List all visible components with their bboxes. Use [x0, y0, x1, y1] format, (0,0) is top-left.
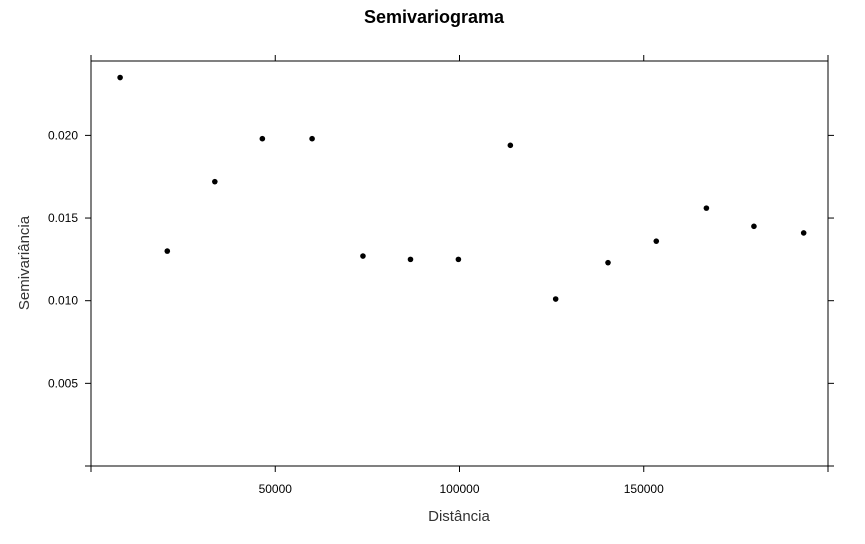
x-axis-label: Distância [428, 508, 490, 525]
x-tick-label: 150000 [624, 482, 664, 496]
y-axis: 0.005 0.010 0.015 0.020 [48, 128, 834, 467]
data-point [117, 74, 123, 81]
data-point [800, 230, 807, 236]
y-tick-label: 0.015 [48, 211, 78, 225]
data-point [507, 142, 514, 149]
y-axis-label: Semivariância [16, 215, 33, 310]
data-point [164, 248, 171, 254]
data-point [605, 259, 611, 266]
y-tick-label: 0.020 [48, 128, 78, 142]
data-points [117, 74, 807, 302]
data-point [360, 253, 366, 259]
data-point [407, 256, 414, 263]
data-point [212, 178, 218, 185]
data-point [653, 238, 660, 244]
x-tick-label: 100000 [439, 482, 479, 496]
data-point [703, 205, 710, 211]
data-point [455, 256, 462, 263]
y-tick-label: 0.010 [48, 294, 78, 308]
chart-title: Semivariograma [364, 7, 505, 27]
x-axis: 50000 100000 150000 [90, 55, 829, 496]
data-point [552, 296, 559, 302]
x-tick-label: 50000 [259, 482, 293, 496]
data-point [259, 135, 266, 142]
plot-frame [90, 60, 829, 467]
data-point [309, 135, 315, 142]
data-point [751, 223, 757, 230]
y-tick-label: 0.005 [48, 376, 78, 390]
